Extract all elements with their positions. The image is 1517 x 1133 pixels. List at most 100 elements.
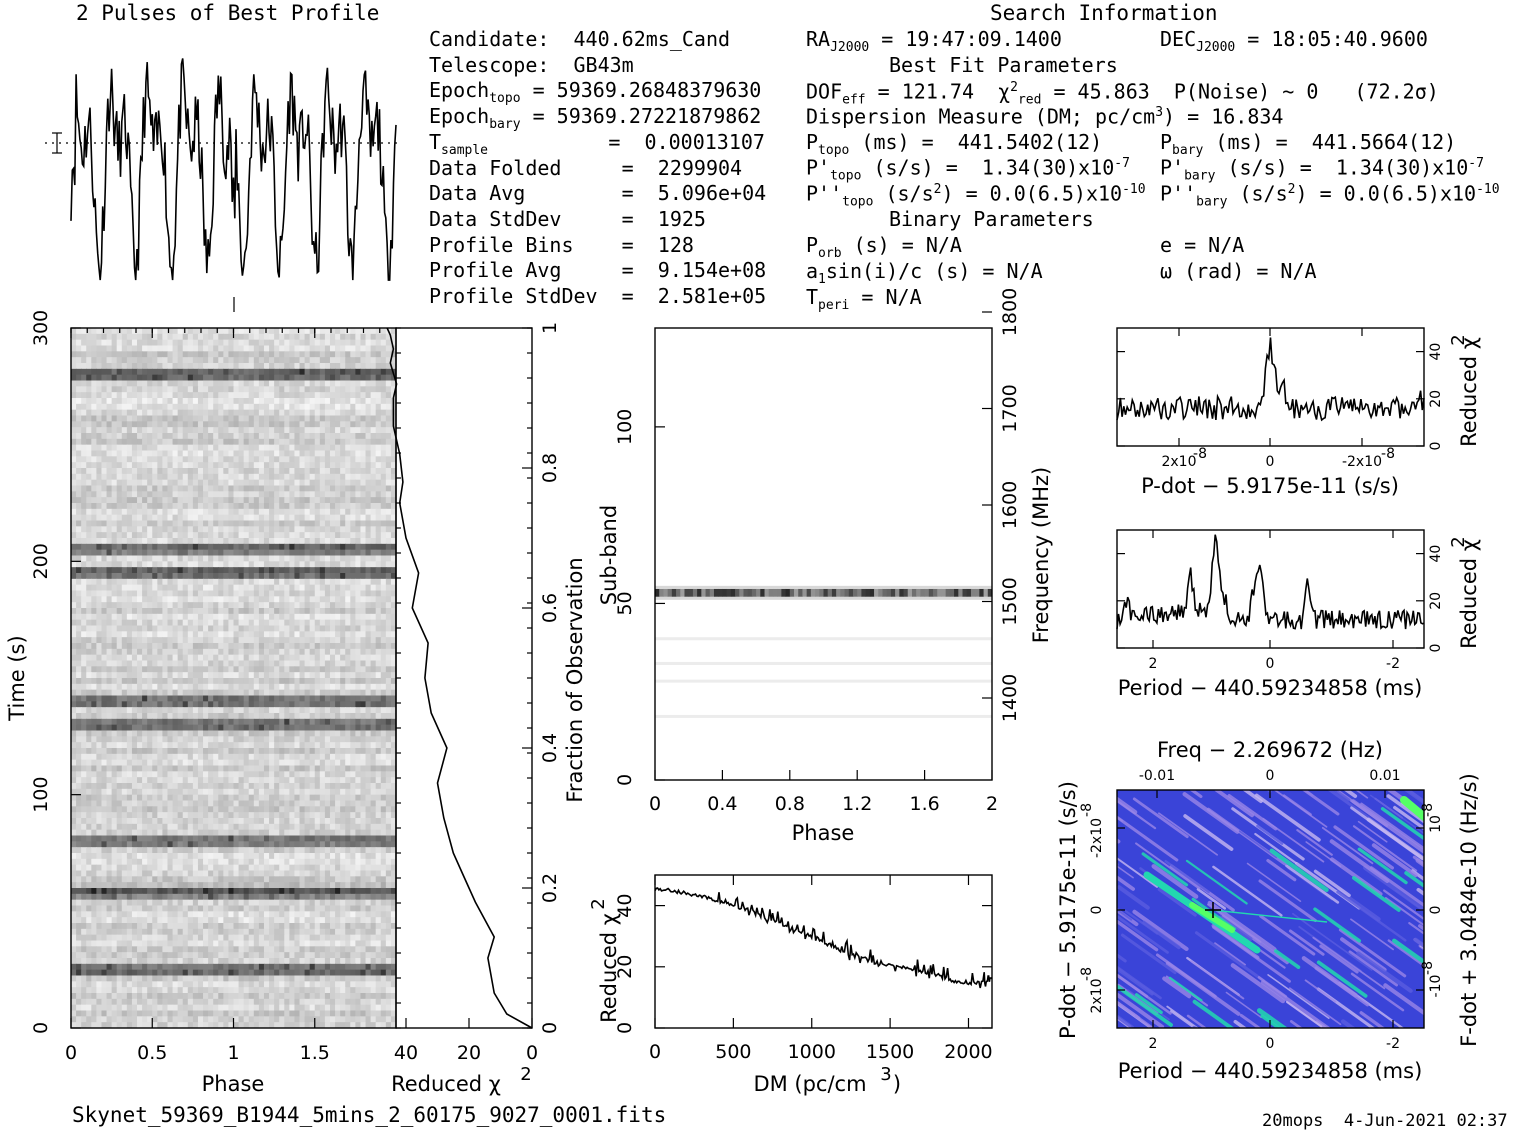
info-left-row: Epochtopo = 59369.26848379630 xyxy=(429,78,762,107)
info-left-row: Epochbary = 59369.27221879862 xyxy=(429,104,762,133)
ridge-streak xyxy=(1254,832,1297,864)
dark-band-cell xyxy=(815,588,820,597)
ridge-streak xyxy=(1259,914,1316,956)
dark-band-cell xyxy=(979,588,985,597)
ridge-streak xyxy=(1132,909,1189,951)
period-chi2-trace xyxy=(1116,534,1425,630)
y2-tick-label: 1400 xyxy=(999,674,1021,722)
ridge-streak xyxy=(1117,857,1159,888)
dark-band-cell xyxy=(861,588,867,597)
dark-band-cell xyxy=(722,588,728,597)
y-tick-label: 0.2 xyxy=(539,873,561,903)
dark-band-cell xyxy=(827,588,833,597)
dark-band-cell xyxy=(718,588,723,597)
dark-band-cell xyxy=(798,588,803,597)
p-pdot-image xyxy=(1078,763,1494,1087)
dark-band-cell xyxy=(709,588,715,597)
bright-streak xyxy=(1168,976,1203,1002)
y-axis-label-sup: 2 xyxy=(1448,334,1469,345)
dark-band-cell xyxy=(857,588,862,597)
y2-tick-label: 1500 xyxy=(999,577,1021,625)
dark-band-cell xyxy=(937,588,942,597)
dark-band-cell xyxy=(933,588,938,597)
ridge-streak xyxy=(1404,763,1431,783)
dark-band-cell xyxy=(680,588,685,597)
dark-band-cell xyxy=(831,588,837,597)
ridge-streak xyxy=(1258,879,1317,923)
dark-band-cell xyxy=(983,588,989,597)
ridge-streak xyxy=(1132,797,1189,839)
y2-tick-label: 1800 xyxy=(999,288,1021,336)
x-tick-label: 0 xyxy=(1266,454,1275,470)
ridge-streak xyxy=(1078,1057,1107,1078)
ridge-streak xyxy=(1242,790,1263,804)
dark-band-cell xyxy=(975,588,980,597)
x-tick-label: 20 xyxy=(457,1042,481,1064)
dark-band-cell xyxy=(962,588,968,597)
pdtopo-line: P'topo (s/s) = 1.34(30)x10-7 xyxy=(806,155,1130,184)
ridge-streak xyxy=(1336,890,1407,942)
ridge-streak xyxy=(1360,802,1424,851)
ridge-streak xyxy=(1403,790,1424,805)
ridge-streak xyxy=(1296,829,1333,856)
ridge-streak xyxy=(1117,865,1134,879)
y2-tick-label: 0 xyxy=(1428,906,1444,915)
ridge-streak xyxy=(1134,1015,1156,1028)
ridge-streak xyxy=(1117,965,1162,1000)
dark-band-cell xyxy=(874,588,879,597)
dark-band-cell xyxy=(655,588,660,597)
info-left-row: Candidate: 440.62ms_Cand xyxy=(429,27,731,51)
dark-band-cell xyxy=(772,588,778,597)
y-axis-label: Time (s) xyxy=(5,635,29,721)
y-tick-label: 0.4 xyxy=(539,733,561,763)
dark-band-cell xyxy=(916,588,921,597)
x-axis-label: Phase xyxy=(792,821,855,845)
ridge-streak xyxy=(1266,858,1297,882)
ridge-streak xyxy=(1117,799,1157,830)
ridge-streak xyxy=(1412,855,1424,866)
ridge-streak xyxy=(1429,1041,1494,1087)
y-tick-label: 100 xyxy=(30,777,52,813)
ridge-streak xyxy=(1142,920,1181,950)
x-tick-label: 0 xyxy=(649,1041,661,1063)
y-tick-label: 0.8 xyxy=(539,453,561,483)
time-chi2-trace xyxy=(386,327,533,1029)
x-tick-label: 2 xyxy=(986,793,998,815)
dark-band-cell xyxy=(781,588,787,597)
y-tick-label: 0 xyxy=(1089,906,1105,915)
x-tick-label: 2000 xyxy=(944,1041,992,1063)
ridge-streak xyxy=(1383,889,1424,921)
y-tick-label: 1 xyxy=(539,322,561,334)
ridge-streak xyxy=(1254,793,1321,842)
subband-phase-plot: 0 0.4 0.8 1.2 1.6 2 0 50 100 1400 1500 1600 1700 1800… xyxy=(597,288,1053,845)
y-tick-label: 2x10 xyxy=(1089,978,1105,1013)
dark-band-cell xyxy=(823,588,829,597)
y2-tick-label: -10 xyxy=(1428,975,1444,998)
dark-band-cell xyxy=(970,588,976,597)
timestamp: 20mops 4-Jun-2021 02:37 xyxy=(1262,1111,1508,1131)
dark-band-cell xyxy=(735,588,740,597)
x-axis-label: P-dot − 5.9175e-11 (s/s) xyxy=(1141,474,1399,498)
binary-heading: Binary Parameters xyxy=(889,207,1094,231)
dark-band-cell xyxy=(966,588,972,597)
bright-streak xyxy=(1269,848,1329,893)
dark-band-cell xyxy=(954,588,959,597)
bright-streak xyxy=(1352,876,1401,912)
info-left-row: Tsample = 0.00013107 xyxy=(429,129,765,158)
band-edge xyxy=(655,596,992,600)
dark-band-cell xyxy=(785,588,791,597)
y-tick-label: 100 xyxy=(614,409,636,445)
ridge-streak xyxy=(1321,826,1374,865)
ridge-streak xyxy=(1260,980,1332,1028)
y2-axis-label: F-dot + 3.0484e-10 (Hz/s) xyxy=(1457,773,1481,1047)
ridge-streak xyxy=(1340,937,1387,972)
ridge-streak xyxy=(1285,864,1340,904)
dark-band-cell xyxy=(659,588,664,597)
y-tick-label-exp: -8 xyxy=(1079,967,1095,981)
dark-band-cell xyxy=(848,588,854,597)
ridge-streak xyxy=(1350,972,1405,1012)
ridge-streak xyxy=(1356,951,1413,993)
dark-band-cell xyxy=(777,588,782,597)
ridge-streak xyxy=(1371,843,1418,878)
